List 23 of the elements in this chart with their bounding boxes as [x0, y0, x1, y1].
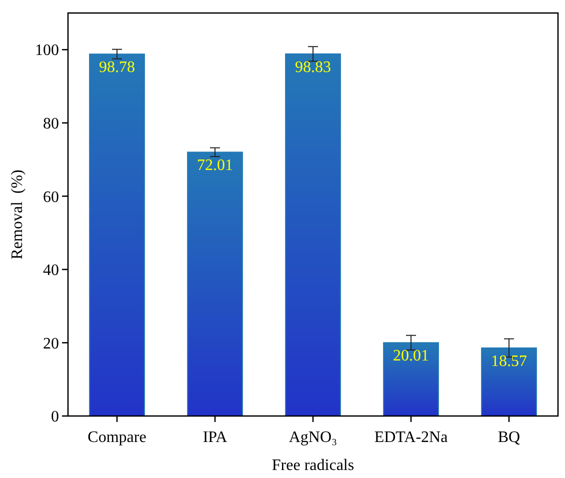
bar	[89, 54, 145, 416]
y-tick-label: 40	[43, 262, 59, 280]
data-label: 72.01	[197, 157, 233, 174]
data-label: 98.83	[295, 58, 331, 76]
bar	[187, 152, 243, 416]
y-tick-label: 80	[43, 116, 59, 133]
y-axis-title: Removal (%)	[9, 170, 26, 260]
bar	[285, 53, 341, 416]
data-label: 20.01	[393, 348, 429, 365]
x-tick-label: BQ	[498, 429, 521, 446]
bar	[481, 347, 537, 416]
y-tick-label: 0	[51, 408, 59, 426]
x-tick-label: EDTA-2Na	[374, 429, 448, 446]
data-label: 98.78	[99, 59, 135, 76]
y-tick-label: 60	[43, 188, 59, 206]
y-tick-label: 100	[35, 42, 59, 60]
x-tick-label: Compare	[88, 429, 146, 446]
x-axis-title: Free radicals	[272, 457, 354, 474]
data-label: 18.57	[491, 352, 527, 370]
x-tick-label: IPA	[202, 429, 228, 446]
bar	[383, 342, 439, 416]
y-tick-label: 20	[43, 335, 59, 352]
x-tick-label: AgNO₃	[288, 429, 338, 446]
